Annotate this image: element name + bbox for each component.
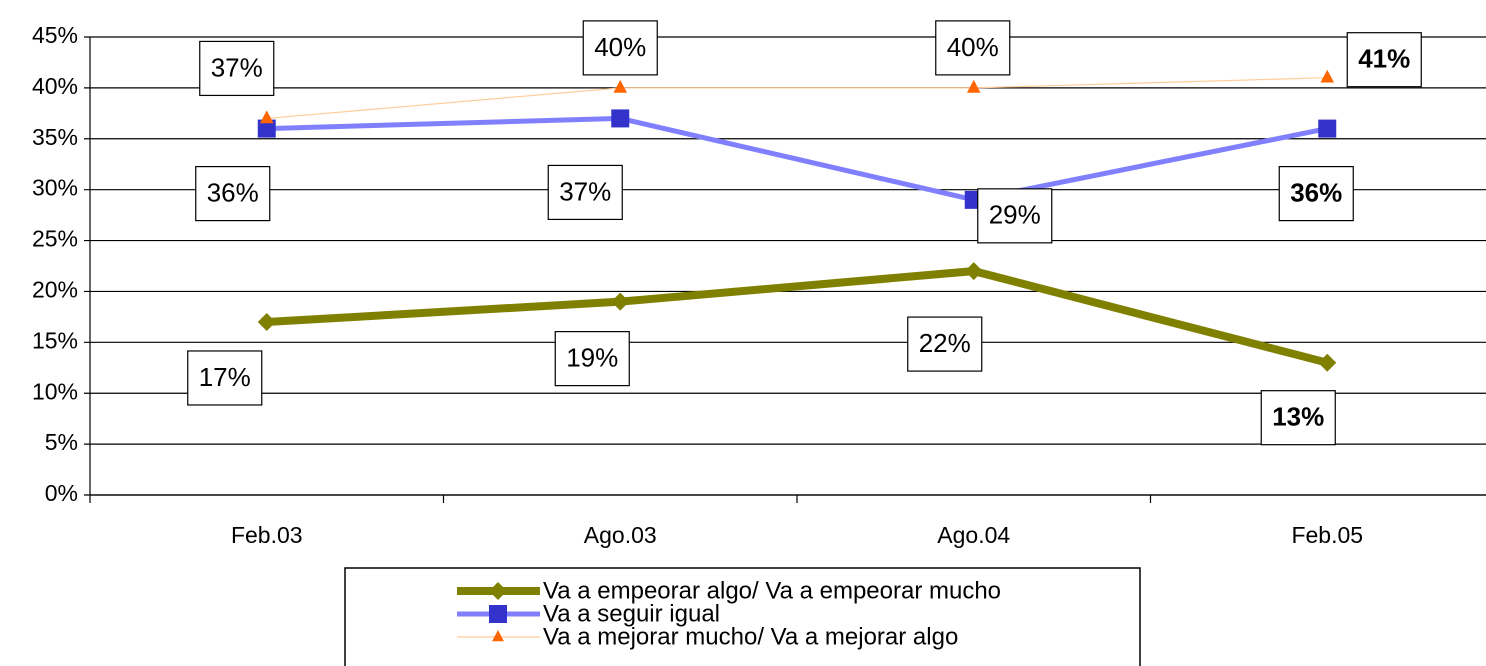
data-label: 37% (547, 164, 623, 221)
data-label: 22% (907, 316, 983, 372)
data-label-box (907, 316, 983, 372)
marker (492, 630, 504, 642)
data-label-text: 19% (566, 342, 618, 372)
data-label-text: 29% (989, 200, 1041, 230)
marker (964, 262, 983, 281)
legend-box (344, 567, 1141, 666)
y-tick-label: 5% (45, 429, 78, 455)
data-label-text: 40% (947, 32, 999, 62)
marker (259, 110, 274, 124)
data-label-text: 37% (211, 52, 263, 82)
data-label-text: 17% (199, 362, 251, 392)
data-label-text: 36% (1290, 177, 1342, 207)
data-label: 29% (977, 188, 1053, 244)
series-line (266, 77, 1328, 120)
data-label-text: 41% (1358, 44, 1410, 74)
data-label-box (195, 166, 271, 222)
data-label-box (1260, 390, 1336, 446)
data-label: 13% (1260, 390, 1336, 446)
data-label: 19% (554, 331, 630, 387)
data-label-box (187, 350, 263, 406)
data-label: 36% (195, 166, 271, 222)
series-line (266, 267, 1329, 367)
data-label-text: 36% (207, 177, 259, 207)
x-tick-label: Feb.03 (231, 522, 303, 548)
y-tick-label: 40% (32, 73, 78, 99)
data-label-box (1346, 32, 1422, 88)
data-label-box (582, 20, 658, 76)
marker (257, 119, 276, 138)
y-tick-label: 45% (32, 22, 78, 48)
marker (611, 292, 630, 311)
data-label-text: 22% (919, 328, 971, 358)
marker (1318, 119, 1337, 138)
marker (1320, 69, 1335, 83)
y-tick-label: 30% (32, 175, 78, 201)
x-tick-label: Feb.05 (1291, 522, 1363, 548)
series-line (266, 115, 1328, 203)
data-label-box (1278, 166, 1354, 222)
data-label-box (199, 40, 275, 97)
data-label: 37% (199, 40, 275, 97)
y-tick-label: 20% (32, 277, 78, 303)
y-tick-label: 25% (32, 226, 78, 252)
y-tick-label: 10% (32, 378, 78, 404)
data-label: 36% (1278, 166, 1354, 222)
x-tick-label: Ago.03 (584, 522, 657, 548)
legend-label: Va a seguir igual (543, 600, 720, 627)
marker (1318, 353, 1337, 372)
legend-label: Va a empeorar algo/ Va a empeorar mucho (543, 577, 1001, 604)
data-label-box (547, 164, 623, 221)
legend-label: Va a mejorar mucho/ Va a mejorar algo (543, 623, 958, 650)
x-tick-label: Ago.04 (937, 522, 1010, 548)
data-label: 17% (187, 350, 263, 406)
marker (489, 582, 507, 600)
y-tick-label: 0% (45, 480, 78, 506)
marker (966, 79, 981, 93)
data-label-box (935, 20, 1011, 76)
data-label-text: 13% (1272, 402, 1324, 432)
y-tick-label: 15% (32, 327, 78, 353)
data-label-box (554, 331, 630, 387)
marker (489, 605, 507, 623)
data-label-box (977, 188, 1053, 244)
marker (257, 312, 276, 331)
data-label: 41% (1346, 32, 1422, 88)
data-label-text: 40% (594, 32, 646, 62)
data-label: 40% (935, 20, 1011, 76)
marker (611, 109, 630, 128)
marker (613, 79, 628, 93)
data-label: 40% (582, 20, 658, 76)
y-tick-label: 35% (32, 124, 78, 150)
data-label-text: 37% (559, 176, 611, 206)
